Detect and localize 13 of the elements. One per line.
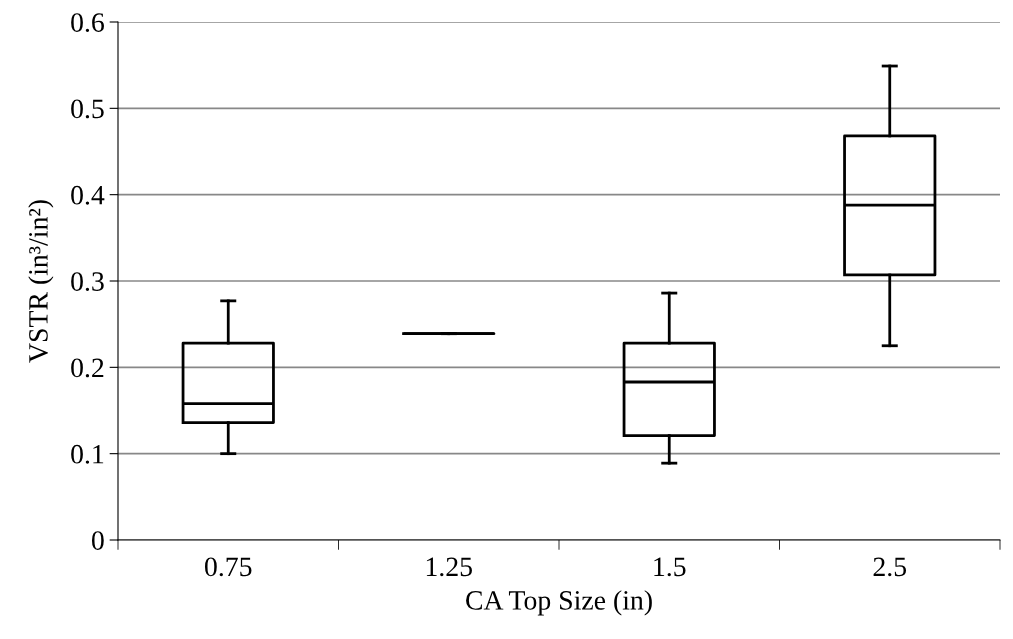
y-axis-title: VSTR (in³/in²) (28, 200, 54, 363)
x-tick-label: 2.5 (873, 557, 907, 577)
y-tick-label: 0.2 (71, 358, 104, 378)
y-tick-label: 0.1 (71, 444, 104, 464)
y-tick-label: 0.3 (71, 272, 104, 292)
y-tick-label: 0.4 (71, 185, 105, 205)
y-tick-label: 0.5 (71, 99, 104, 119)
y-tick-label: 0.6 (71, 13, 104, 33)
x-tick-label: 0.75 (205, 557, 252, 577)
x-tick-label: 1.5 (654, 557, 686, 577)
y-tick-label: 0 (91, 531, 104, 550)
x-axis-title: CA Top Size (in) (466, 590, 652, 616)
x-tick-label: 1.25 (426, 557, 472, 577)
